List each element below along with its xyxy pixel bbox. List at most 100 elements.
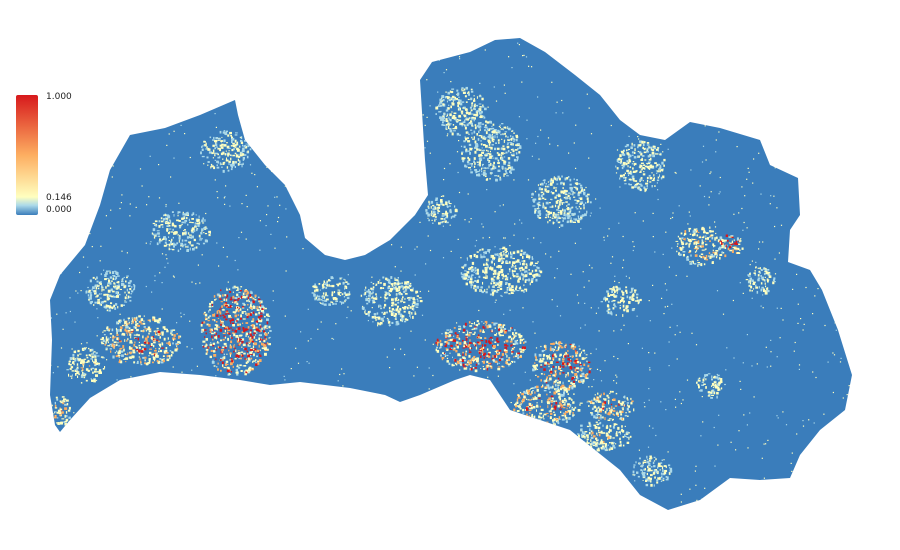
- hotspot-pixel: [440, 199, 443, 202]
- hotspot-pixel: [549, 357, 551, 360]
- hotspot-pixel: [555, 383, 557, 387]
- hotspot-pixel: [547, 387, 549, 389]
- hotspot-pixel: [588, 405, 590, 407]
- hotspot-pixel: [731, 251, 734, 253]
- hotspot-pixel: [454, 332, 457, 335]
- hotspot-pixel: [248, 337, 252, 341]
- hotspot-pixel: [201, 328, 205, 332]
- hotspot-pixel: [550, 198, 552, 200]
- hotspot-pixel: [557, 384, 560, 386]
- hotspot-pixel: [487, 128, 491, 132]
- hotspot-pixel: [643, 141, 646, 144]
- hotspot-pixel: [240, 370, 243, 372]
- hotspot-pixel: [146, 328, 150, 331]
- hotspot-pixel: [265, 325, 268, 327]
- hotspot-pixel: [169, 350, 172, 352]
- hotspot-pixel: [417, 299, 419, 302]
- hotspot-pixel: [559, 388, 563, 391]
- hotspot-pixel: [415, 303, 418, 306]
- hotspot-pixel: [348, 291, 351, 294]
- hotspot-pixel: [516, 159, 518, 162]
- hotspot-pixel: [241, 141, 243, 144]
- hotspot-pixel: [252, 361, 254, 363]
- hotspot-pixel: [119, 293, 121, 296]
- hotspot-pixel: [557, 386, 559, 389]
- hotspot-pixel: [709, 240, 711, 242]
- hotspot-pixel: [251, 340, 254, 342]
- hotspot-pixel: [589, 424, 592, 428]
- hotspot-pixel: [648, 146, 650, 149]
- hotspot-pixel: [688, 227, 692, 230]
- hotspot-pixel: [648, 159, 652, 161]
- hotspot-pixel: [681, 237, 684, 239]
- hotspot-pixel: [499, 326, 502, 329]
- hotspot-pixel: [755, 267, 757, 269]
- hotspot-pixel: [235, 286, 239, 289]
- hotspot-pixel: [652, 154, 655, 158]
- hotspot-pixel: [578, 210, 581, 213]
- hotspot-pixel: [765, 285, 767, 288]
- hotspot-pixel: [244, 357, 246, 360]
- hotspot-pixel: [575, 358, 579, 361]
- hotspot-pixel: [481, 344, 484, 347]
- hotspot-pixel: [569, 411, 572, 413]
- hotspot-pixel: [535, 356, 537, 360]
- hotspot-pixel: [604, 398, 607, 401]
- hotspot-pixel: [229, 291, 232, 293]
- hotspot-pixel: [160, 349, 163, 353]
- hotspot-pixel: [128, 356, 132, 359]
- hotspot-pixel: [387, 286, 390, 290]
- hotspot-pixel: [535, 273, 539, 276]
- hotspot-pixel: [546, 357, 549, 360]
- hotspot-pixel: [534, 262, 538, 264]
- hotspot-pixel: [76, 371, 79, 375]
- hotspot-pixel: [214, 313, 216, 315]
- hotspot-pixel: [168, 341, 171, 343]
- hotspot-pixel: [688, 229, 690, 232]
- hotspot-pixel: [507, 273, 509, 275]
- hotspot-pixel: [593, 441, 596, 443]
- hotspot-pixel: [600, 441, 604, 444]
- hotspot-pixel: [383, 296, 386, 298]
- hotspot-pixel: [482, 164, 484, 167]
- hotspot-pixel: [455, 362, 457, 365]
- hotspot-pixel: [191, 213, 193, 216]
- hotspot-pixel: [573, 186, 577, 188]
- hotspot-pixel: [89, 349, 92, 352]
- hotspot-pixel: [543, 379, 546, 382]
- hotspot-pixel: [463, 265, 467, 267]
- hotspot-pixel: [488, 338, 490, 340]
- hotspot-pixel: [129, 299, 132, 302]
- hotspot-pixel: [462, 351, 464, 354]
- hotspot-pixel: [705, 248, 707, 250]
- hotspot-pixel: [483, 322, 485, 324]
- hotspot-pixel: [656, 148, 658, 151]
- hotspot-pixel: [232, 332, 235, 334]
- hotspot-pixel: [483, 170, 486, 172]
- hotspot-pixel: [221, 166, 223, 168]
- hotspot-pixel: [244, 296, 247, 299]
- hotspot-pixel: [255, 326, 258, 329]
- hotspot-pixel: [538, 353, 542, 357]
- hotspot-pixel: [212, 139, 215, 141]
- hotspot-pixel: [682, 245, 684, 248]
- hotspot-pixel: [462, 157, 466, 160]
- hotspot-pixel: [584, 435, 586, 439]
- hotspot-pixel: [395, 293, 397, 296]
- hotspot-pixel: [505, 170, 507, 173]
- hotspot-pixel: [396, 290, 399, 292]
- hotspot-pixel: [189, 241, 192, 243]
- hotspot-pixel: [401, 320, 403, 323]
- hotspot-pixel: [478, 350, 481, 353]
- hotspot-pixel: [758, 286, 760, 289]
- hotspot-pixel: [261, 347, 265, 350]
- hotspot-pixel: [620, 403, 624, 406]
- hotspot-pixel: [217, 293, 220, 297]
- hotspot-pixel: [489, 134, 491, 137]
- hotspot-pixel: [584, 431, 588, 433]
- hotspot-pixel: [113, 286, 117, 289]
- hotspot-pixel: [550, 346, 552, 349]
- hotspot-pixel: [687, 238, 690, 241]
- hotspot-pixel: [206, 146, 208, 149]
- hotspot-pixel: [528, 278, 531, 282]
